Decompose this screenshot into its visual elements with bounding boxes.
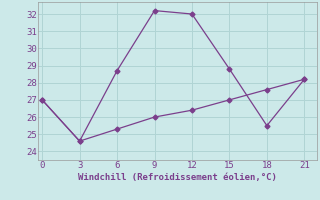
X-axis label: Windchill (Refroidissement éolien,°C): Windchill (Refroidissement éolien,°C) bbox=[78, 173, 277, 182]
